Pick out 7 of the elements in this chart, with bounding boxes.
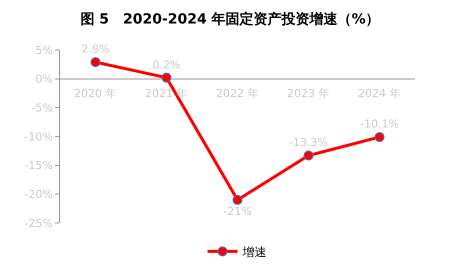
point	[304, 150, 314, 161]
point	[90, 57, 100, 68]
point	[374, 132, 384, 142]
legend-label: 增速	[242, 245, 266, 260]
chart-title: 图 5 2020-2024 年固定资产投资增速（%）	[80, 10, 380, 28]
point	[232, 194, 242, 205]
point	[162, 72, 172, 83]
